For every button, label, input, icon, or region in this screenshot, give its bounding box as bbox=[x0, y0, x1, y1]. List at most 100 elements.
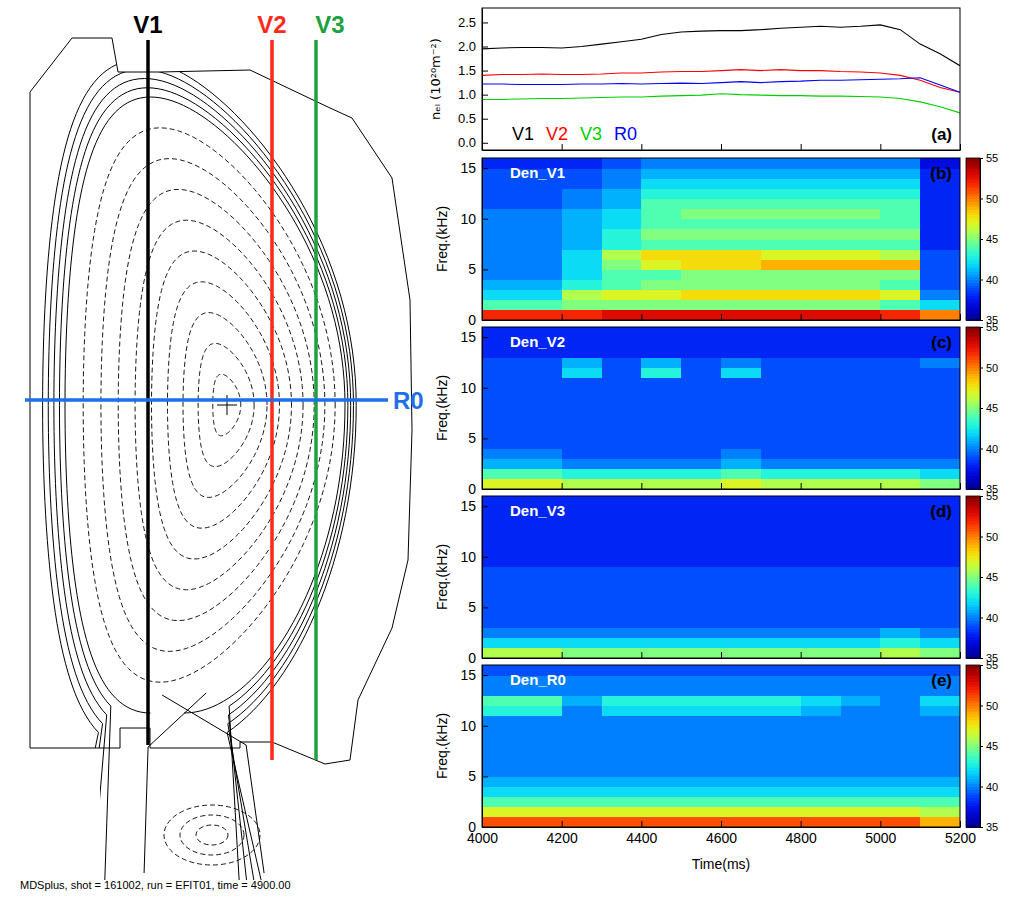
heatmap-cell bbox=[522, 537, 562, 548]
heatmap-cell bbox=[681, 526, 721, 537]
heatmap-cell bbox=[721, 188, 761, 199]
tick bbox=[721, 314, 722, 320]
heatmap-cell bbox=[641, 716, 681, 727]
tick-mark bbox=[641, 314, 642, 320]
heatmap-cell bbox=[841, 557, 881, 568]
panel-heatmap: 051015Freq.(kHz)Den_V3(d)3540455055 bbox=[434, 490, 998, 666]
tick-mark bbox=[880, 821, 881, 827]
heatmap-cell bbox=[681, 695, 721, 706]
heatmap-cell bbox=[482, 716, 522, 727]
heatmap-cell bbox=[641, 398, 681, 409]
panel-label: (c) bbox=[931, 333, 952, 352]
heatmap-cell bbox=[681, 290, 721, 301]
heatmap-cell bbox=[761, 418, 801, 429]
heatmap-cell bbox=[522, 695, 562, 706]
heatmap-cell bbox=[562, 337, 602, 348]
heatmap-cell bbox=[761, 567, 801, 578]
axis-bottom bbox=[483, 314, 961, 321]
heatmap-cell bbox=[641, 526, 681, 537]
heatmap-cell bbox=[801, 158, 841, 169]
heatmap-cell bbox=[681, 408, 721, 419]
heatmap-cell bbox=[920, 398, 960, 409]
heatmap-cell bbox=[562, 398, 602, 409]
heatmap-cell bbox=[681, 449, 721, 460]
heatmap-cell bbox=[721, 746, 761, 757]
tick: 4800 bbox=[786, 821, 817, 846]
plot-frame bbox=[482, 327, 960, 489]
heatmap-cell bbox=[522, 557, 562, 568]
heatmap-cell bbox=[522, 418, 562, 429]
heatmap-cell bbox=[681, 685, 721, 696]
heatmap-cell bbox=[920, 648, 960, 658]
tick: 5000 bbox=[865, 821, 896, 846]
tick: 10 bbox=[460, 718, 488, 734]
axis-bottom: 4000420044004600480050005200 bbox=[467, 821, 976, 846]
heatmap-cell bbox=[482, 428, 522, 439]
heatmap-cell bbox=[562, 310, 602, 320]
heatmap-cell bbox=[522, 209, 562, 220]
heatmap-cell bbox=[681, 209, 721, 220]
heatmap-cell bbox=[522, 300, 562, 311]
heatmap-cell bbox=[681, 459, 721, 470]
heatmap-cell bbox=[482, 199, 522, 210]
heatmap-cell bbox=[721, 168, 761, 179]
heatmap-cell bbox=[681, 807, 721, 818]
heatmap-cell bbox=[602, 526, 642, 537]
heatmap-cell bbox=[801, 716, 841, 727]
heatmap-cell bbox=[801, 269, 841, 280]
heatmap-cell bbox=[801, 418, 841, 429]
panel-label: (b) bbox=[930, 164, 952, 183]
axis-left: 051015 bbox=[460, 159, 488, 328]
axis-right: 3540455055 bbox=[980, 152, 998, 326]
heatmap-cell bbox=[641, 168, 681, 179]
tick-label: 50 bbox=[986, 700, 998, 712]
tick: 50 bbox=[980, 700, 998, 712]
heatmap-cell bbox=[721, 337, 761, 348]
heatmap-cell bbox=[721, 378, 761, 389]
tick-mark bbox=[880, 483, 881, 489]
heatmap-cell bbox=[880, 577, 920, 588]
tick: 55 bbox=[980, 152, 998, 164]
tick-label: 1.0 bbox=[458, 87, 476, 102]
heatmap-cell bbox=[641, 357, 681, 368]
heatmap-cell bbox=[602, 398, 642, 409]
heatmap-cell bbox=[801, 347, 841, 358]
heatmap-cell bbox=[681, 597, 721, 608]
heatmap-cell bbox=[801, 398, 841, 409]
heatmap-cell bbox=[761, 638, 801, 649]
tick-label: 10 bbox=[460, 718, 476, 734]
heatmap-cell bbox=[920, 695, 960, 706]
heatmap-cell bbox=[920, 249, 960, 260]
axis-bottom bbox=[483, 483, 961, 490]
flux-surface bbox=[167, 282, 279, 528]
tick-mark bbox=[801, 821, 802, 827]
tick-label: 55 bbox=[986, 152, 998, 164]
heatmap-cell bbox=[681, 239, 721, 250]
axis-title: Freq.(kHz) bbox=[434, 544, 450, 610]
heatmap-cell bbox=[841, 327, 881, 338]
heatmap-cell bbox=[841, 638, 881, 649]
heatmap-cell bbox=[920, 618, 960, 629]
heatmap-cell bbox=[602, 269, 642, 280]
heatmap-cell bbox=[761, 675, 801, 686]
tick-label: 15 bbox=[460, 498, 476, 514]
panel-label: (a) bbox=[931, 125, 952, 144]
heatmap-cell bbox=[681, 736, 721, 747]
tick-label: 2.0 bbox=[458, 39, 476, 54]
tick-label: 45 bbox=[986, 402, 998, 414]
heatmap-cell bbox=[841, 428, 881, 439]
heatmap-cell bbox=[880, 648, 920, 658]
heatmap-cell bbox=[602, 249, 642, 260]
tick: 45 bbox=[980, 402, 998, 414]
heatmap-cell bbox=[801, 577, 841, 588]
tick-mark bbox=[980, 665, 983, 666]
heatmap-cell bbox=[482, 378, 522, 389]
heatmap-cell bbox=[681, 269, 721, 280]
heatmap-cell bbox=[602, 496, 642, 507]
heatmap-cell bbox=[641, 547, 681, 558]
heatmap-cell bbox=[602, 337, 642, 348]
heatmap-cell bbox=[920, 638, 960, 649]
heatmap-cell bbox=[681, 766, 721, 777]
heatmap-cell bbox=[482, 459, 522, 470]
heatmap-cell bbox=[801, 685, 841, 696]
